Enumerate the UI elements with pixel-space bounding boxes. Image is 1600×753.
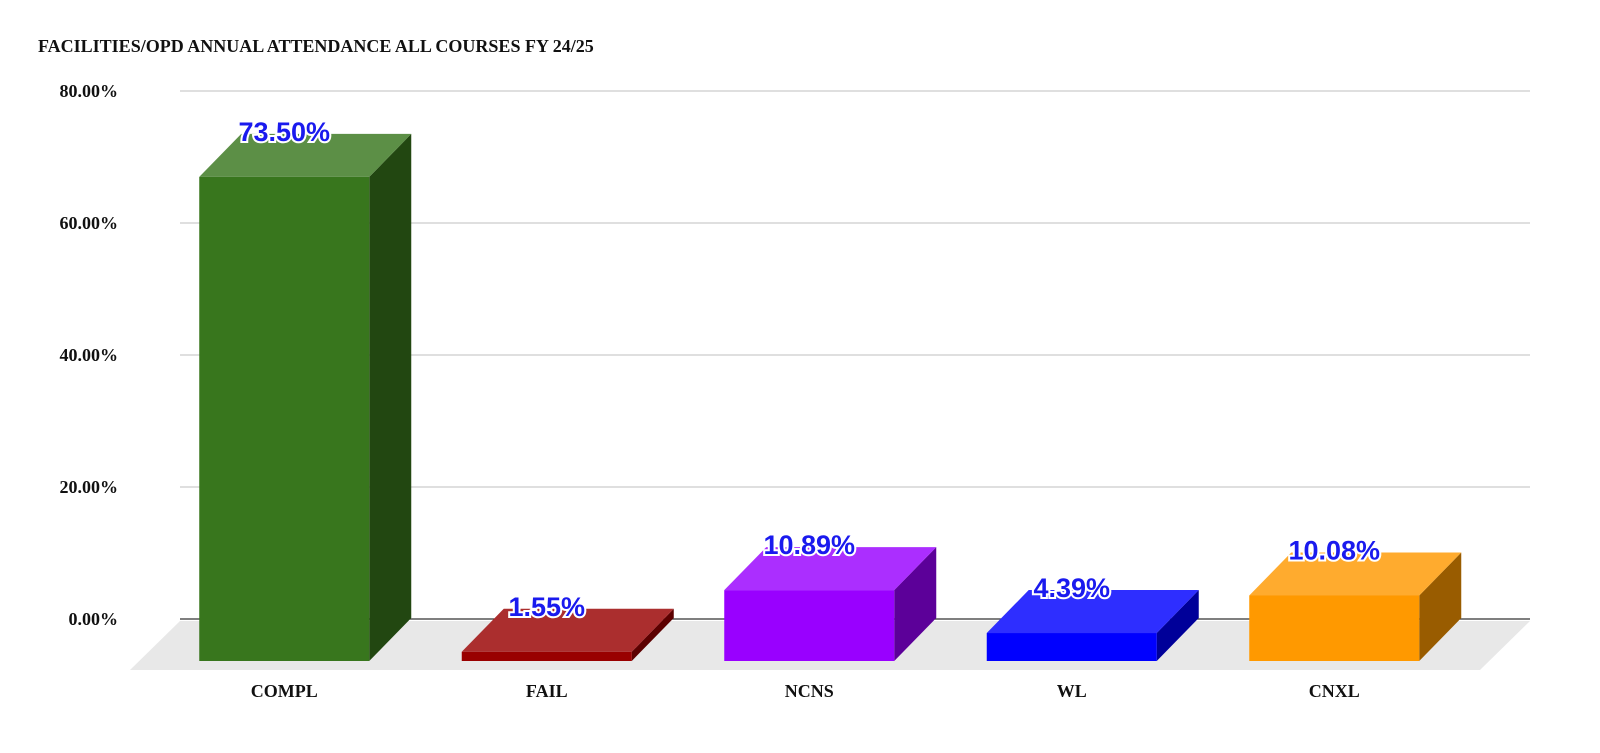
x-tick-label: CNXL	[1309, 681, 1360, 701]
bar-top	[724, 547, 937, 591]
bar-side	[1419, 552, 1462, 661]
bar	[986, 633, 1157, 661]
x-tick-label: COMPL	[251, 681, 318, 701]
x-tick-label: FAIL	[526, 681, 568, 701]
bar-top	[1249, 552, 1462, 596]
y-tick-label: 60.00%	[60, 213, 119, 233]
x-tick-label: NCNS	[785, 681, 834, 701]
bar-top	[986, 590, 1199, 634]
bar	[461, 651, 632, 661]
bar	[1249, 595, 1420, 661]
value-label: 10.89%	[763, 530, 855, 560]
y-tick-label: 20.00%	[60, 477, 119, 497]
x-tick-label: WL	[1057, 681, 1087, 701]
y-tick-label: 40.00%	[60, 345, 119, 365]
value-label: 73.50%	[238, 117, 330, 147]
value-label: 10.08%	[1288, 535, 1380, 565]
bar-top	[461, 608, 674, 652]
bar	[724, 590, 895, 661]
bar-top	[199, 133, 412, 177]
bar-side	[369, 133, 412, 661]
bar-side	[631, 608, 674, 661]
y-tick-label: 0.00%	[69, 609, 119, 629]
value-label: 1.55%	[508, 592, 585, 622]
chart-title: FACILITIES/OPD ANNUAL ATTENDANCE ALL COU…	[38, 36, 594, 56]
bar	[199, 176, 370, 661]
y-tick-label: 80.00%	[60, 81, 119, 101]
bar-side	[894, 547, 937, 661]
value-label: 4.39%	[1033, 573, 1110, 603]
bar-side	[1156, 590, 1199, 661]
